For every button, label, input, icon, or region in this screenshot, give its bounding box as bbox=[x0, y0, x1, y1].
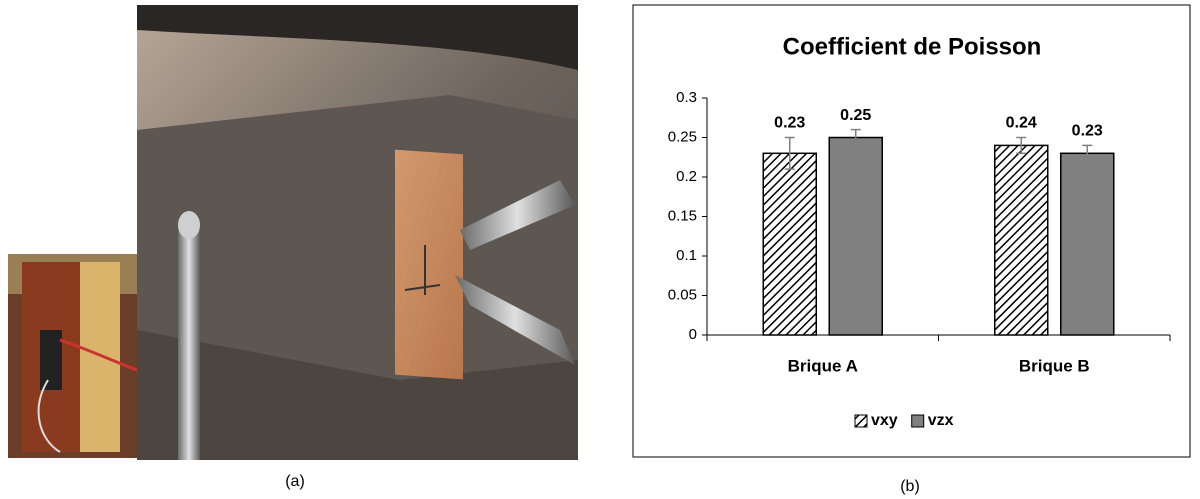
y-tick-label: 0.25 bbox=[668, 128, 697, 145]
caption: (b) bbox=[900, 478, 920, 495]
bar bbox=[828, 136, 883, 336]
photo-inset bbox=[8, 254, 138, 458]
y-tick-label: 0.1 bbox=[676, 247, 697, 264]
error-bar bbox=[784, 136, 795, 170]
error-bar bbox=[1082, 144, 1093, 162]
chart: 0 0.05 0.1 0.15 0.2 0.25 0.3 Brique A 0.23 0.25 Br… bbox=[668, 89, 1171, 429]
bar bbox=[994, 144, 1049, 336]
y-tick-label: 0.15 bbox=[668, 207, 697, 224]
legend-label: vxy bbox=[871, 412, 898, 429]
value-label: 0.23 bbox=[774, 115, 805, 132]
y-tick-label: 0.2 bbox=[676, 168, 697, 185]
x-tick-label: Brique A bbox=[788, 356, 858, 375]
caption: (a) bbox=[285, 473, 305, 490]
error-bar bbox=[1016, 136, 1027, 155]
legend-swatch bbox=[854, 414, 868, 428]
y-tick-label: 0.3 bbox=[676, 89, 697, 106]
bar bbox=[1060, 152, 1115, 336]
y-tick-label: 0.05 bbox=[668, 286, 697, 303]
legend-label: vzx bbox=[928, 412, 954, 429]
value-label: 0.23 bbox=[1072, 123, 1103, 140]
error-bar bbox=[850, 128, 861, 147]
value-label: 0.25 bbox=[840, 107, 871, 124]
bar bbox=[762, 152, 817, 336]
y-tick-label: 0 bbox=[689, 326, 697, 343]
x-tick-label: Brique B bbox=[1019, 356, 1090, 375]
legend-swatch bbox=[911, 414, 925, 428]
value-label: 0.24 bbox=[1006, 115, 1037, 132]
chart-title: Coefficient de Poisson bbox=[783, 33, 1042, 60]
photo-main bbox=[137, 5, 578, 460]
